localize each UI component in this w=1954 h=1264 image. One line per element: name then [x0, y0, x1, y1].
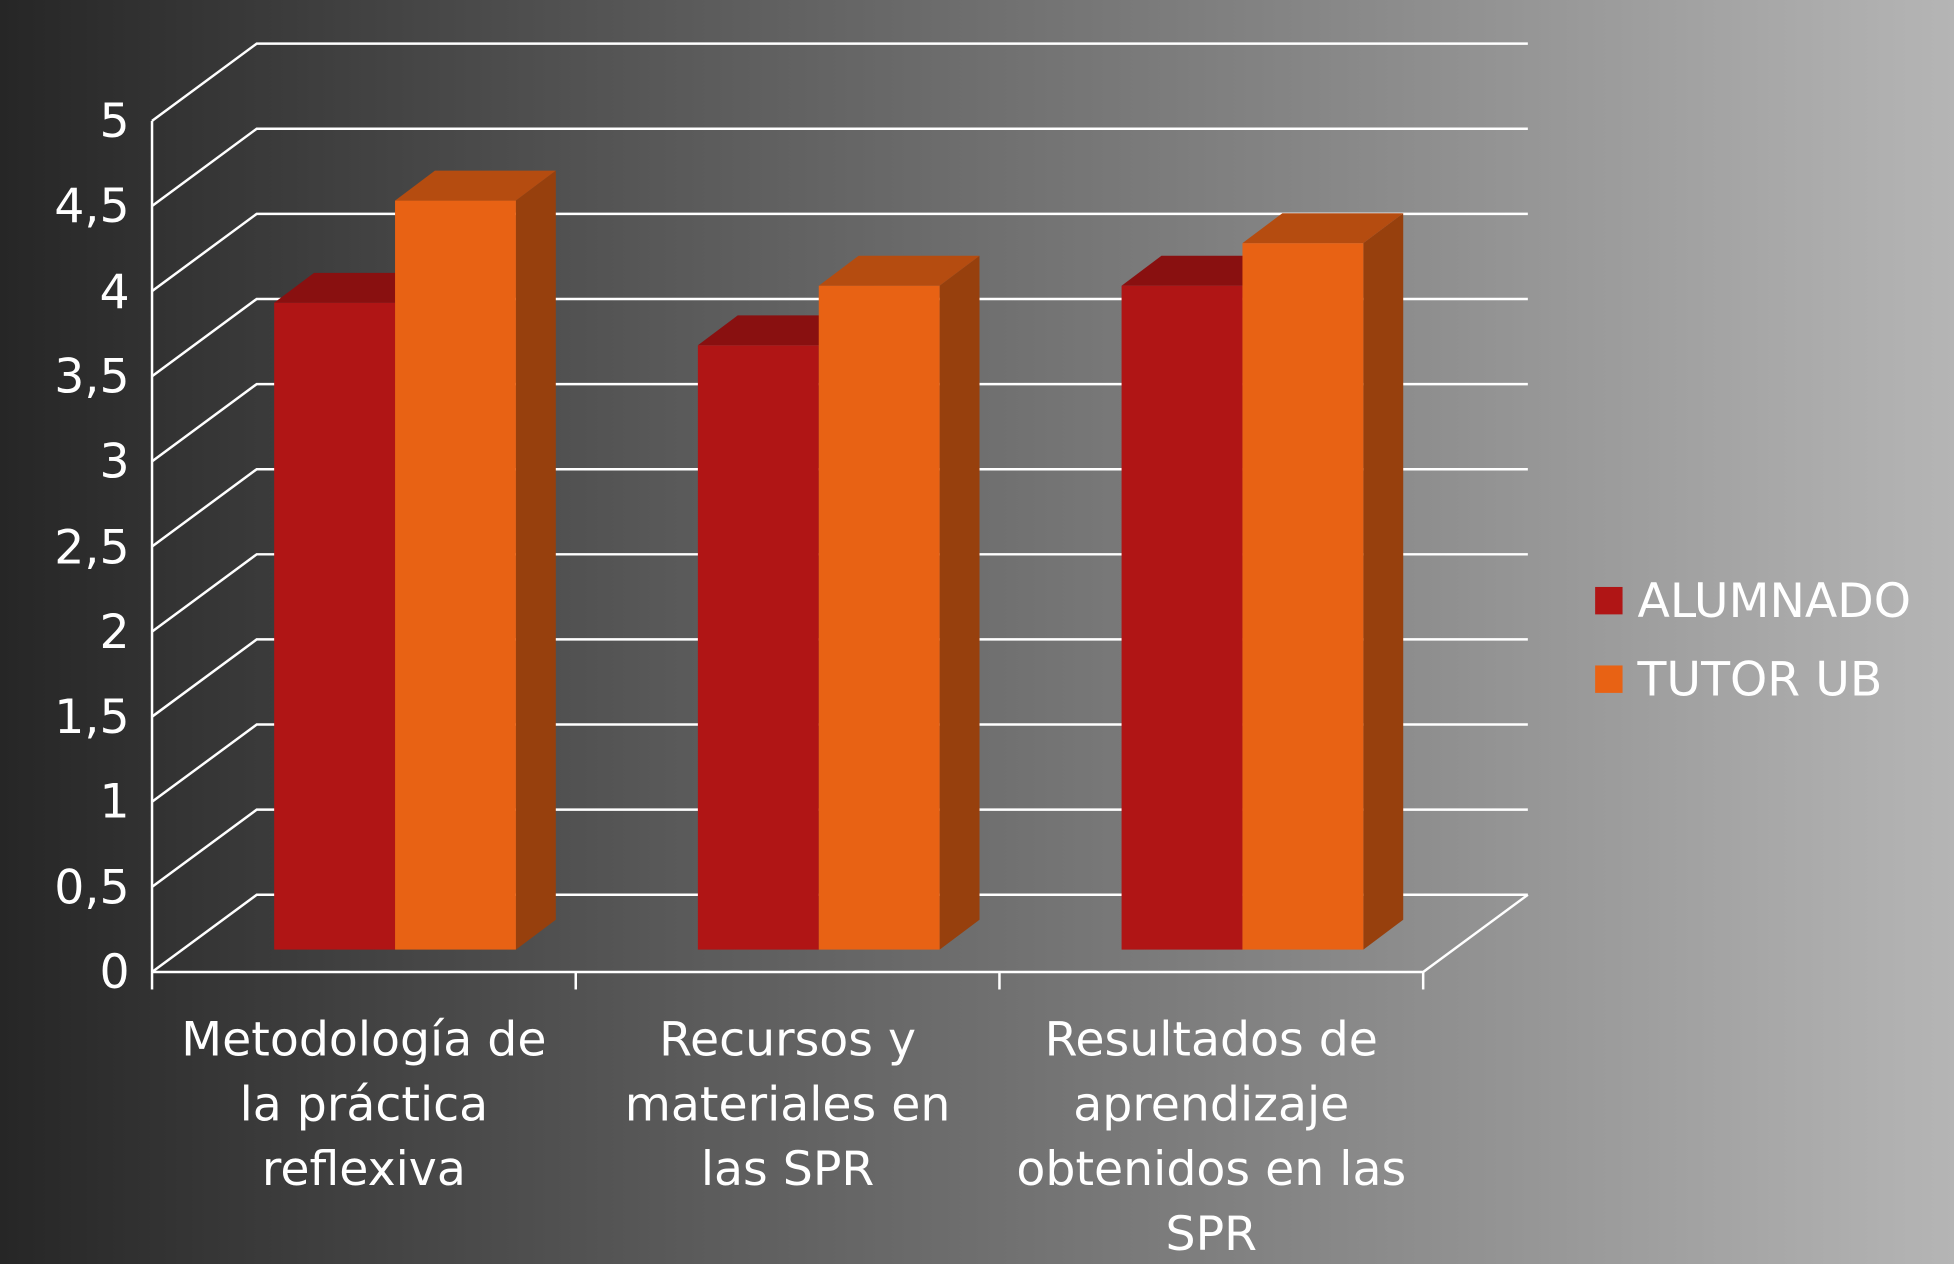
x-tick-label: Resultados de aprendizaje obtenidos en l…: [1016, 1011, 1407, 1262]
y-tick-label: 3: [99, 433, 130, 489]
bar-top: [1242, 213, 1404, 244]
y-tick-label: 2: [99, 604, 130, 659]
grid-line: [151, 638, 1528, 718]
bar: [274, 302, 396, 950]
bar-side: [1363, 213, 1404, 950]
bar-side: [515, 170, 556, 950]
grid-line: [151, 382, 1528, 463]
y-tick-label: 4: [99, 263, 130, 319]
bar-top: [274, 272, 435, 303]
bar: [818, 285, 940, 950]
grid-line: [151, 808, 1528, 888]
y-tick-label: 0,5: [54, 859, 130, 915]
y-tick-label: 4,5: [54, 178, 130, 234]
bar: [697, 345, 819, 950]
legend-label: ALUMNADO: [1637, 573, 1912, 629]
legend-swatch: [1595, 586, 1623, 615]
grid-line: [151, 723, 1528, 803]
grid-line: [151, 127, 1528, 207]
y-tick-label: 0: [99, 944, 130, 1000]
y-tick-label: 1: [99, 774, 130, 830]
x-tick-label: Metodología de la práctica reflexiva: [181, 1011, 547, 1197]
bar-side: [939, 255, 980, 950]
bar-top: [818, 255, 980, 286]
bar-top: [1121, 255, 1283, 286]
legend-label: TUTOR UB: [1637, 651, 1883, 707]
x-tick-label: Recursos y materiales en las SPR: [624, 1011, 951, 1197]
grid-line: [151, 893, 1528, 974]
bar: [1121, 285, 1243, 950]
grid-line: [151, 467, 1528, 548]
y-tick-label: 1,5: [54, 689, 130, 745]
bar: [395, 200, 516, 950]
grid-line: [151, 297, 1528, 378]
grid-line: [151, 42, 1528, 122]
y-tick-label: 5: [99, 93, 130, 149]
bar: [1242, 243, 1364, 950]
y-tick-label: 3,5: [54, 348, 130, 404]
grid-line: [151, 553, 1528, 633]
bar-top: [697, 315, 859, 346]
y-tick-label: 2,5: [54, 519, 130, 574]
legend-swatch: [1595, 665, 1623, 693]
grid-line: [151, 212, 1528, 293]
bar-top: [395, 170, 556, 201]
